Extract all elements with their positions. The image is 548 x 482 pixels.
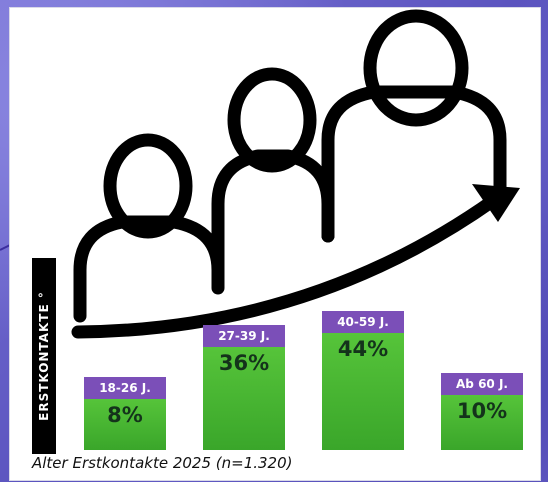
bar-value-label: 10% xyxy=(456,399,508,423)
chart-caption: Alter Erstkontakte 2025 (n=1.320) xyxy=(32,454,293,472)
bar-fill xyxy=(441,395,523,450)
bar-1: 18-26 J. 8% xyxy=(84,377,166,450)
bar-category-label: Ab 60 J. xyxy=(441,373,523,395)
bar-4: Ab 60 J. 10% xyxy=(441,373,523,450)
bar-2: 27-39 J. 36% xyxy=(203,325,285,450)
bar-value-label: 36% xyxy=(218,351,270,375)
bar-value-label: 44% xyxy=(337,337,389,361)
bar-fill xyxy=(203,347,285,450)
rising-arrow-icon xyxy=(71,184,520,339)
infographic-card: ERSTKONTAKTE ° 18-26 J. 8% 27-39 J. 36% 40-5… xyxy=(10,8,540,480)
side-label-text: ERSTKONTAKTE ° xyxy=(37,291,51,421)
bar-fill xyxy=(84,399,166,450)
bar-value-label: 8% xyxy=(107,403,143,427)
side-label: ERSTKONTAKTE ° xyxy=(32,258,56,454)
bar-category-label: 40-59 J. xyxy=(322,311,404,333)
people-icon xyxy=(73,9,507,323)
chart-artwork xyxy=(71,9,520,339)
bar-category-label: 18-26 J. xyxy=(84,377,166,399)
bar-category-label: 27-39 J. xyxy=(203,325,285,347)
bar-3: 40-59 J. 44% xyxy=(322,311,404,450)
bar-fill xyxy=(322,333,404,450)
